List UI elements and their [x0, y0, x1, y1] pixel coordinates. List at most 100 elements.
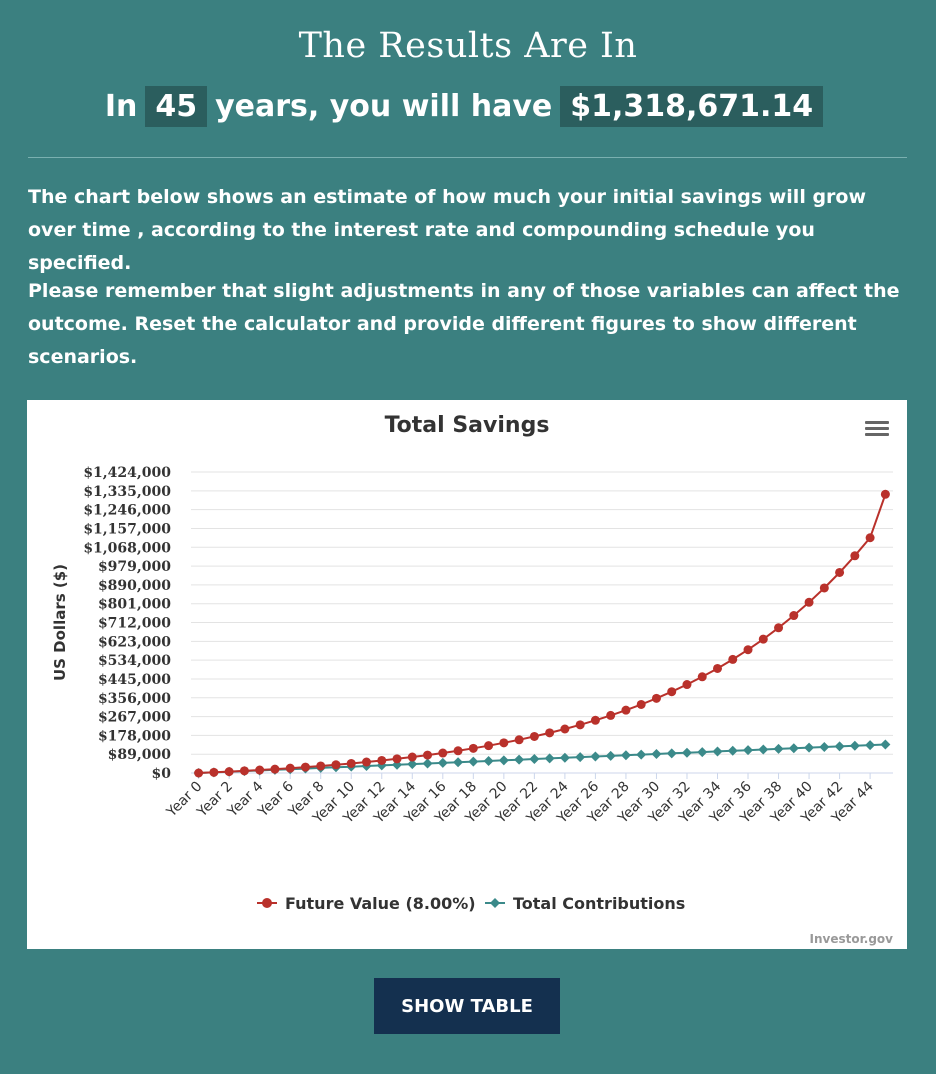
y-axis-title: US Dollars ($) — [51, 564, 69, 681]
data-point — [590, 751, 601, 762]
data-point — [621, 705, 631, 715]
data-point — [331, 760, 341, 770]
data-point — [453, 746, 463, 756]
data-point — [682, 680, 692, 690]
data-point — [651, 748, 662, 759]
data-point — [239, 766, 249, 776]
data-point — [606, 710, 616, 720]
data-point — [849, 740, 860, 751]
legend-label: Future Value (8.00%) — [285, 894, 476, 913]
data-point — [224, 767, 234, 777]
data-point — [666, 748, 677, 759]
y-tick-label: $1,335,000 — [83, 484, 171, 500]
data-point — [209, 767, 219, 777]
data-point — [773, 743, 784, 754]
data-point — [407, 752, 417, 762]
data-point — [819, 583, 829, 593]
data-point — [498, 755, 509, 766]
results-summary: In 45 years, you will have $1,318,671.14 — [0, 86, 936, 127]
data-point — [620, 750, 631, 761]
data-point — [743, 745, 754, 756]
data-point — [590, 715, 600, 725]
data-point — [758, 634, 768, 644]
data-point — [300, 762, 310, 772]
data-point — [681, 747, 692, 758]
data-point — [728, 654, 738, 664]
data-point — [712, 746, 723, 757]
data-point — [713, 663, 722, 673]
data-point — [880, 489, 890, 499]
y-tick-label: $267,000 — [98, 710, 171, 726]
data-point — [575, 720, 585, 730]
data-point — [316, 761, 326, 771]
legend-marker — [262, 898, 272, 908]
data-point — [468, 743, 478, 753]
chart-title: Total Savings — [385, 413, 550, 438]
data-point — [789, 611, 799, 621]
data-point — [285, 763, 295, 773]
data-point — [743, 645, 753, 655]
chart-svg: Total Savings $0 $89,000 $178,000 $267,000 $3… — [51, 413, 893, 946]
data-point — [392, 754, 402, 764]
data-point — [605, 750, 616, 761]
data-point — [850, 551, 860, 561]
data-point — [255, 765, 265, 775]
data-point — [437, 757, 448, 768]
data-point — [346, 758, 356, 768]
data-point — [545, 728, 555, 738]
data-point — [819, 742, 830, 753]
data-point — [484, 741, 494, 751]
data-point — [438, 748, 448, 758]
data-point — [667, 687, 677, 697]
savings-chart: Total Savings $0 $89,000 $178,000 $267,000 $3… — [27, 400, 907, 949]
series-line — [198, 493, 887, 774]
data-point — [377, 755, 387, 765]
y-tick-label: $712,000 — [98, 616, 171, 632]
data-point — [423, 750, 433, 760]
data-point — [697, 672, 707, 682]
data-point — [774, 623, 784, 633]
legend-label: Total Contributions — [513, 894, 685, 913]
y-tick-label: $1,068,000 — [83, 540, 171, 556]
data-point — [804, 742, 815, 753]
data-point — [422, 758, 433, 769]
y-tick-label: $801,000 — [98, 597, 171, 613]
data-point — [453, 757, 464, 768]
y-tick-label: $445,000 — [98, 672, 171, 688]
data-point — [194, 768, 204, 778]
total-value: $1,318,671.14 — [560, 86, 824, 127]
hamburger-menu-icon[interactable] — [865, 418, 889, 440]
data-point — [727, 745, 738, 756]
data-point — [407, 759, 418, 770]
data-point — [270, 764, 280, 774]
y-tick-label: $623,000 — [98, 634, 171, 650]
data-point — [514, 754, 525, 765]
data-point — [362, 757, 371, 767]
data-point — [880, 739, 891, 750]
data-point — [788, 743, 799, 754]
y-tick-label: $1,424,000 — [83, 465, 171, 481]
data-point — [865, 533, 875, 543]
y-tick-label: $178,000 — [98, 728, 171, 744]
data-point — [483, 755, 494, 766]
data-point — [865, 740, 876, 751]
data-point — [529, 754, 540, 765]
data-point — [804, 597, 814, 607]
data-point — [758, 744, 769, 755]
summary-middle: years, you will have — [215, 89, 553, 124]
data-point — [697, 747, 708, 758]
data-point — [514, 735, 524, 745]
data-point — [834, 741, 845, 752]
chart-credit: Investor.gov — [809, 932, 893, 946]
show-table-button[interactable]: SHOW TABLE — [374, 978, 560, 1034]
y-tick-label: $1,157,000 — [83, 521, 171, 537]
years-value: 45 — [145, 86, 208, 127]
legend-marker — [490, 898, 500, 908]
y-tick-label: $356,000 — [98, 691, 171, 707]
y-tick-label: $890,000 — [98, 578, 171, 594]
series-line — [198, 743, 886, 774]
y-tick-label: $0 — [152, 766, 172, 782]
data-point — [544, 753, 555, 764]
data-point — [559, 752, 570, 763]
data-point — [835, 567, 845, 577]
